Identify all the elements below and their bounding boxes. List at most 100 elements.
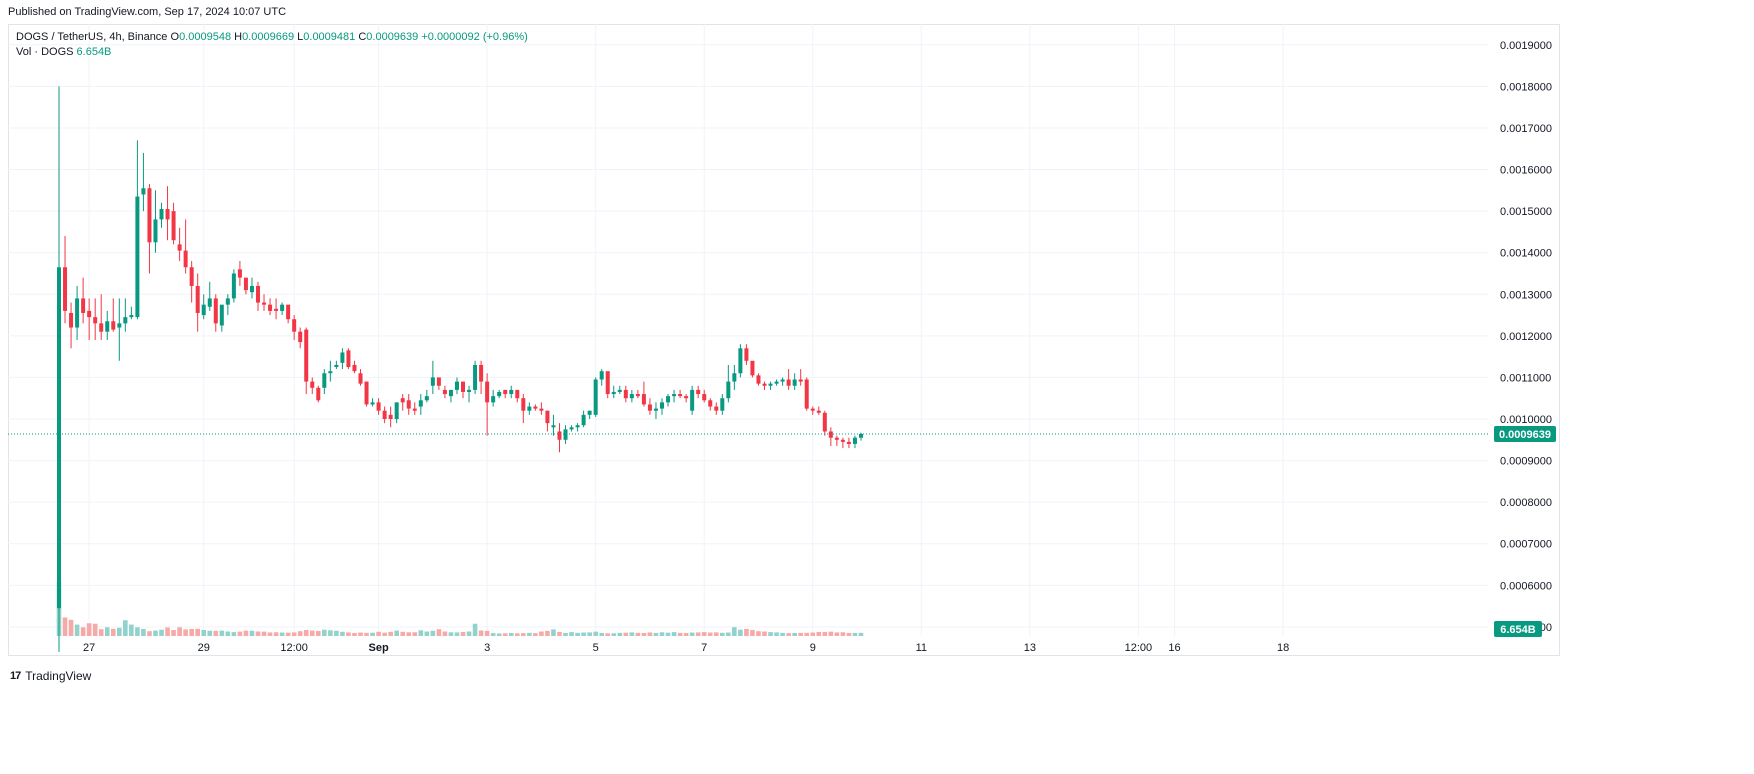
volume-bar [309, 630, 315, 636]
candle-body [63, 267, 68, 311]
candle-body [509, 389, 514, 395]
candle-body [358, 373, 363, 384]
volume-bar [611, 633, 617, 636]
candle-body [207, 298, 212, 307]
volume-bar [563, 633, 568, 636]
volume-bar [183, 629, 188, 636]
volume-bar [237, 631, 243, 636]
candle-body [533, 406, 538, 409]
volume-bar [225, 631, 231, 636]
volume-bar [834, 632, 840, 636]
volume-bar [219, 630, 225, 636]
candle-body [105, 321, 110, 332]
candle-body [858, 433, 863, 438]
volume-bar [647, 632, 653, 636]
candle-body [551, 425, 556, 428]
legend-volume-row: Vol · DOGS 6.654B [16, 45, 528, 60]
candle-body [461, 381, 466, 392]
tradingview-brand[interactable]: 17 TradingView [10, 669, 91, 683]
volume-bar [303, 630, 309, 636]
candle-body [111, 321, 116, 330]
volume-bar [297, 631, 303, 636]
candle-body [738, 348, 743, 374]
candle-body [714, 406, 719, 411]
candle-body [195, 285, 200, 313]
candle-body [762, 383, 767, 386]
volume-bar [623, 632, 629, 636]
volume-bar [159, 629, 164, 636]
candle-body [539, 408, 544, 411]
volume-bar [382, 632, 387, 636]
candle-body [660, 402, 664, 409]
volume-bar [593, 631, 598, 636]
candle-body [376, 402, 381, 411]
volume-bar [80, 627, 86, 636]
volume-bar [243, 630, 249, 636]
candlestick-chart[interactable]: 0.0019000 0.0018000 0.0017000 0.0016000 0.00… [0, 0, 1568, 692]
volume-bar [153, 630, 158, 636]
candle-body [219, 304, 224, 326]
candle-body [117, 323, 122, 328]
price-tick-label: 0.0015000 [1500, 206, 1552, 218]
candle-body [593, 379, 598, 415]
open-value: 0.0009548 [179, 31, 232, 43]
candle-body [852, 437, 857, 444]
candle-body [274, 308, 279, 311]
price-tick-label: 0.0007000 [1500, 539, 1552, 551]
volume-bar [400, 631, 406, 636]
volume-bar [68, 619, 74, 636]
volume-bar [780, 632, 785, 636]
volume-bar [261, 631, 267, 636]
low-label: L [297, 31, 304, 43]
volume-bar [762, 631, 767, 636]
price-tick-label: 0.0018000 [1500, 81, 1552, 93]
volume-bar [533, 633, 538, 636]
volume-bar [575, 632, 580, 636]
chart-legend: DOGS / TetherUS, 4h, Binance O0.0009548 … [16, 30, 528, 60]
volume-bar [756, 631, 761, 636]
candle-body [473, 364, 478, 390]
volume-bar [213, 630, 219, 636]
candle-body [243, 277, 248, 291]
candle-body [123, 317, 128, 324]
volume-bar [514, 633, 520, 636]
volume-bar [738, 629, 743, 636]
candle-body [394, 402, 399, 419]
candle-body [262, 302, 267, 305]
volume-bar [394, 630, 399, 636]
candle-body [605, 371, 610, 395]
volume-bar [315, 631, 321, 636]
candle-body [629, 394, 634, 399]
candle-body [666, 396, 671, 403]
candle-body [732, 373, 737, 382]
candle-body [304, 329, 309, 382]
volume-bar [527, 632, 532, 636]
volume-bar [484, 630, 490, 636]
volume-bar [376, 631, 381, 636]
price-tick-label: 0.0013000 [1500, 289, 1552, 301]
time-tick-label: 9 [810, 642, 816, 654]
volume-bar [605, 633, 611, 636]
candle-body [503, 389, 508, 395]
candle-body [623, 389, 628, 399]
volume-bar [689, 632, 695, 636]
volume-bar [358, 632, 363, 636]
volume-bar [635, 632, 641, 636]
change-value: +0.0000092 (+0.96%) [421, 31, 528, 43]
candle-body [316, 387, 321, 401]
last-price-markers: 0.0009639 6.654B [8, 425, 1556, 637]
volume-bar [822, 631, 828, 636]
candle-body [400, 398, 405, 403]
price-tick-label: 0.0012000 [1500, 331, 1552, 343]
volume-bar [659, 632, 665, 636]
volume-bar [255, 631, 261, 636]
volume-bar [171, 630, 176, 636]
candle-body [153, 219, 158, 243]
candle-body [286, 304, 291, 320]
volume-bar [460, 631, 466, 636]
candle-body [635, 394, 640, 397]
volume-bar [701, 632, 707, 636]
volume-bar [195, 628, 200, 636]
time-tick-label: 3 [484, 642, 490, 654]
candle-body [454, 381, 459, 390]
